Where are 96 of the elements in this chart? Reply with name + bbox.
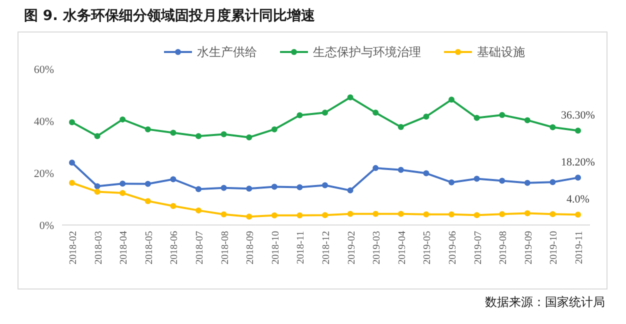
point <box>398 124 404 130</box>
point <box>94 133 100 140</box>
x-tick-label: 2018-12 <box>321 231 332 264</box>
point <box>246 134 252 140</box>
point <box>398 166 404 173</box>
x-tick-label: 2018-08 <box>220 231 231 264</box>
point <box>550 211 556 218</box>
point <box>144 126 151 132</box>
y-tick-label: 20% <box>34 168 54 180</box>
point <box>296 212 303 218</box>
point <box>347 210 354 217</box>
point <box>94 183 100 190</box>
point <box>120 180 126 187</box>
point <box>499 112 506 118</box>
point <box>499 178 506 184</box>
point <box>524 180 530 186</box>
point <box>196 207 202 214</box>
point <box>170 130 176 136</box>
point <box>170 176 176 182</box>
x-tick-label: 2018-02 <box>68 231 79 264</box>
point <box>474 176 480 182</box>
legend-label: 基础设施 <box>477 45 525 60</box>
point <box>271 126 278 132</box>
y-tick-label: 60% <box>34 64 54 76</box>
x-tick-label: 2019-11 <box>574 231 585 264</box>
y-tick-label: 0% <box>39 220 54 232</box>
point <box>296 184 303 190</box>
x-tick-label: 2019-04 <box>396 231 408 264</box>
point <box>196 186 202 192</box>
x-tick-label: 2018-09 <box>245 231 256 264</box>
point <box>423 114 430 120</box>
point <box>69 180 75 186</box>
point <box>144 198 151 204</box>
point <box>474 212 480 218</box>
x-tick-label: 2019-08 <box>498 231 510 264</box>
point <box>271 184 278 190</box>
point <box>524 210 530 216</box>
point <box>550 179 556 186</box>
data-label: 4.0% <box>566 194 590 206</box>
point <box>120 116 126 122</box>
point <box>398 210 404 217</box>
x-tick-label: 2019-02 <box>346 231 358 264</box>
legend-label: 水生产供给 <box>197 45 257 60</box>
point <box>347 94 354 100</box>
point <box>322 110 328 116</box>
point <box>524 117 530 124</box>
data-label: 18.20% <box>561 156 595 169</box>
data-label: 36.30% <box>561 110 595 122</box>
x-tick-label: 2019-05 <box>422 231 434 264</box>
point <box>246 214 252 220</box>
point <box>322 182 328 188</box>
point <box>296 112 303 118</box>
y-tick-label: 40% <box>34 116 54 128</box>
x-tick-label: 2019-06 <box>448 231 458 264</box>
point <box>347 187 354 194</box>
point <box>69 119 75 126</box>
x-tick-label: 2018-07 <box>194 231 206 264</box>
point <box>575 212 581 218</box>
point <box>372 110 379 116</box>
x-tick-label: 2019-07 <box>472 231 484 264</box>
source-note: 数据来源：国家统计局 <box>485 295 605 309</box>
point <box>220 131 227 138</box>
point <box>448 211 454 218</box>
point <box>246 186 252 192</box>
point <box>448 179 454 186</box>
point <box>220 211 227 218</box>
point <box>423 170 430 176</box>
point <box>550 124 556 130</box>
point <box>170 203 176 210</box>
point <box>372 210 379 217</box>
x-tick-label: 2018-03 <box>93 231 104 264</box>
chart-title: 图 9. 水务环保细分领域固投月度累计同比增速 <box>24 7 316 24</box>
point <box>448 96 454 103</box>
x-tick-label: 2019-09 <box>523 231 534 264</box>
x-tick-label: 2018-06 <box>169 231 180 264</box>
point <box>322 212 328 218</box>
point <box>474 114 480 121</box>
point <box>575 128 581 134</box>
point <box>94 188 100 195</box>
point <box>372 165 379 172</box>
point <box>423 211 430 218</box>
x-tick-label: 2018-10 <box>270 231 282 264</box>
point <box>499 211 506 218</box>
point <box>69 160 75 166</box>
x-tick-label: 2018-11 <box>296 231 307 264</box>
point <box>144 180 151 187</box>
point <box>575 174 581 181</box>
legend-label: 生态保护与环境治理 <box>313 45 421 60</box>
x-tick-label: 2018-04 <box>118 231 130 264</box>
x-tick-label: 2019-03 <box>372 231 383 264</box>
point <box>220 184 227 191</box>
point <box>120 190 126 196</box>
point <box>196 133 202 140</box>
x-tick-label: 2018-05 <box>144 231 155 264</box>
point <box>271 212 278 218</box>
x-tick-label: 2019-10 <box>548 231 560 264</box>
